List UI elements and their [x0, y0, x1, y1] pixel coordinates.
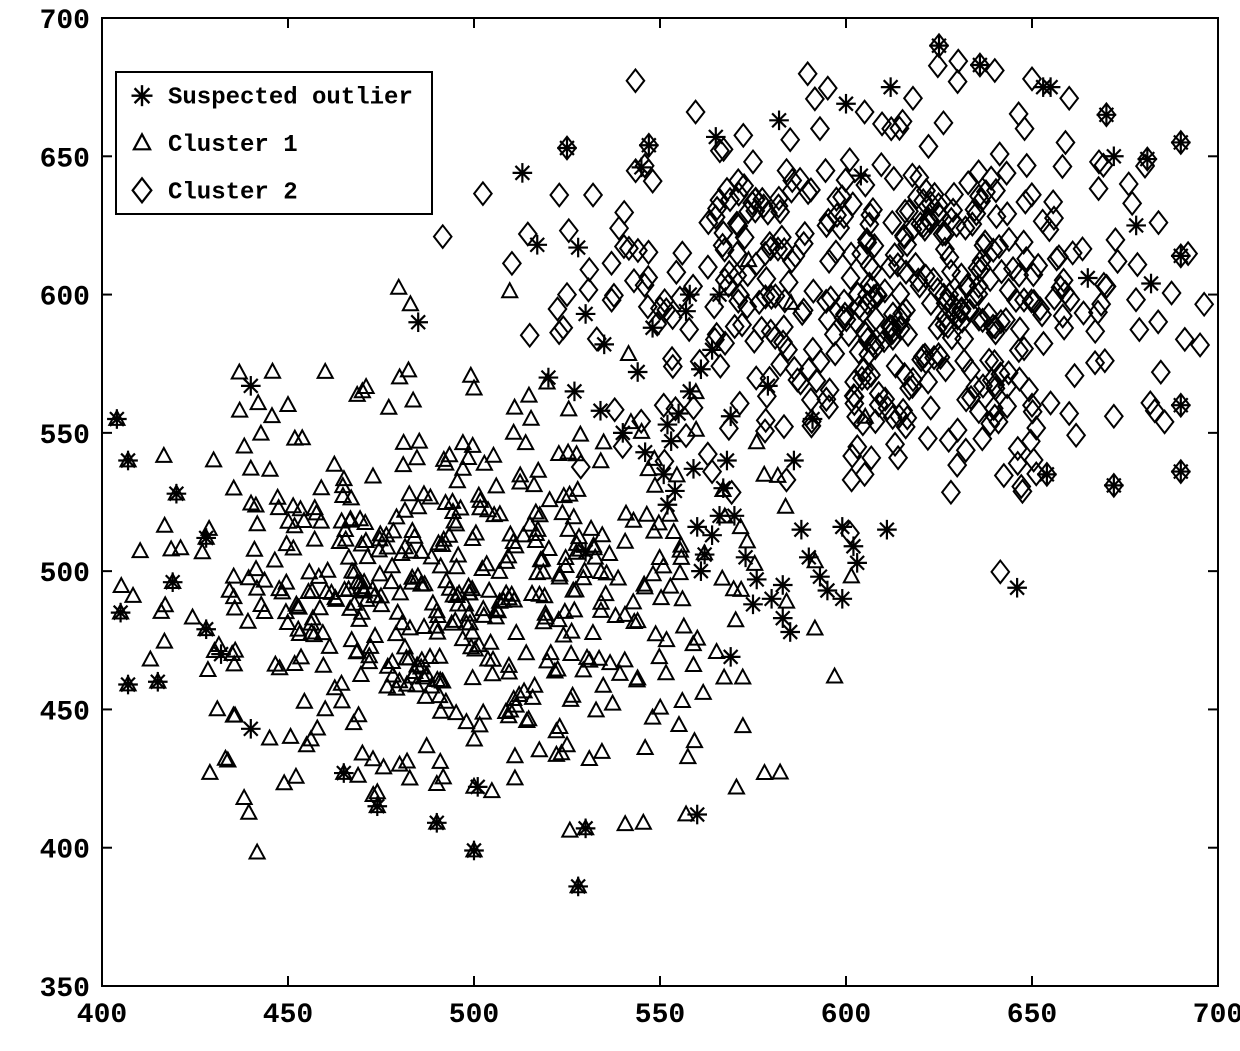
x-tick-label: 650 — [1007, 1000, 1057, 1031]
y-tick-label: 500 — [40, 559, 90, 590]
y-tick-label: 550 — [40, 421, 90, 452]
legend-label: Cluster 2 — [168, 179, 298, 206]
x-tick-label: 700 — [1193, 1000, 1240, 1031]
y-tick-label: 600 — [40, 283, 90, 314]
legend-label: Suspected outlier — [168, 85, 413, 112]
scatter-chart: 4004505005506006507003504004505005506006… — [0, 0, 1240, 1051]
legend-label: Cluster 1 — [168, 132, 298, 159]
y-tick-label: 450 — [40, 697, 90, 728]
chart-svg: 4004505005506006507003504004505005506006… — [0, 0, 1240, 1051]
x-tick-label: 600 — [821, 1000, 871, 1031]
y-tick-label: 400 — [40, 836, 90, 867]
y-tick-label: 350 — [40, 974, 90, 1005]
x-tick-label: 500 — [449, 1000, 499, 1031]
legend: Suspected outlier Cluster 1 Cluster 2 — [116, 72, 432, 214]
y-tick-label: 700 — [40, 6, 90, 37]
x-tick-label: 550 — [635, 1000, 685, 1031]
x-tick-label: 450 — [263, 1000, 313, 1031]
cluster-2-points — [434, 34, 1213, 583]
outlier-points — [107, 36, 1191, 896]
y-tick-label: 650 — [40, 144, 90, 175]
